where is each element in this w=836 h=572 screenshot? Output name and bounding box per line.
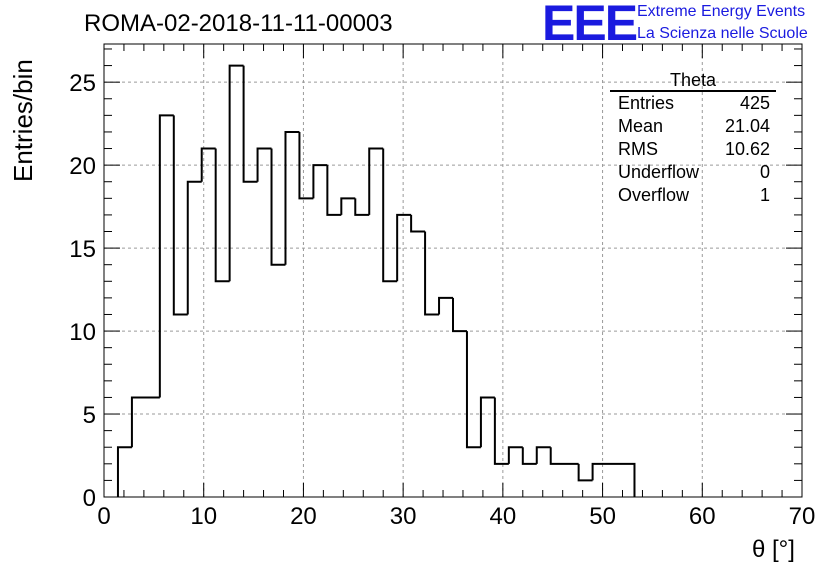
x-tick-label: 40: [490, 503, 517, 530]
histogram-bin: [354, 198, 370, 216]
x-tick-label: 0: [97, 503, 110, 530]
histogram-bin: [591, 462, 636, 497]
x-tick-label: 50: [589, 503, 616, 530]
logo-line-2: La Scienza nelle Scuole: [637, 25, 808, 42]
stats-row-rms: RMS 10.62: [610, 138, 776, 161]
histogram-bin: [549, 447, 579, 465]
histogram-bin: [242, 65, 258, 183]
histogram-bin: [396, 213, 412, 282]
stats-row-overflow: Overflow 1: [610, 184, 776, 207]
histogram-bin: [326, 165, 342, 216]
y-tick-label: 10: [69, 319, 96, 346]
stats-value: 0: [759, 162, 770, 182]
histogram-bin: [452, 297, 467, 333]
histogram-bin: [368, 147, 384, 215]
histogram-bin: [535, 446, 551, 464]
logo-line-1: Extreme Energy Events: [637, 3, 806, 20]
y-tick-label: 5: [83, 402, 96, 429]
histogram-bin: [172, 115, 188, 316]
stats-value: 10.62: [724, 139, 770, 159]
histogram-bin: [256, 147, 272, 182]
histogram-bin: [200, 147, 216, 182]
y-tick-label: 0: [83, 485, 96, 512]
histogram-bin: [340, 197, 356, 215]
stats-value: 21.04: [724, 116, 770, 136]
histogram-bin: [507, 446, 523, 464]
histogram-bin: [116, 446, 132, 497]
histogram-bin: [438, 296, 453, 315]
histogram-bin: [270, 148, 286, 266]
y-tick-label: 20: [69, 153, 96, 180]
stats-row-underflow: Underflow 0: [610, 161, 776, 184]
histogram-bin: [410, 214, 426, 233]
x-tick-label: 10: [190, 503, 217, 530]
histogram-bin: [298, 131, 314, 200]
histogram-bin: [130, 396, 160, 448]
stats-value: 425: [739, 93, 770, 113]
histogram-bin: [228, 64, 244, 282]
axes: [103, 43, 803, 498]
histogram-bin: [186, 180, 202, 315]
histogram-bin: [382, 148, 398, 283]
x-tick-label: 60: [689, 503, 716, 530]
histogram-bin: [312, 164, 328, 199]
x-axis-label: θ [°]: [752, 536, 795, 563]
x-tick-label: 20: [290, 503, 317, 530]
histogram-bin: [577, 463, 593, 482]
stats-label: Underflow: [618, 162, 700, 182]
histogram-bin: [424, 231, 440, 316]
histogram-bin: [493, 397, 509, 465]
x-tick-label: 70: [789, 503, 816, 530]
x-tick-label: 30: [390, 503, 417, 530]
histogram-bin: [465, 331, 481, 449]
histogram-bin: [284, 130, 300, 265]
histogram-bin: [158, 114, 174, 398]
ticks: [103, 44, 803, 498]
stats-row-entries: Entries 425: [610, 92, 776, 115]
stats-label: Entries: [618, 93, 675, 113]
stats-label: Mean: [618, 116, 664, 136]
y-axis-label: Entries/bin: [8, 59, 38, 182]
stats-box: Theta Entries 425 Mean 21.04 RMS 10.62 U…: [610, 70, 776, 207]
histogram-bars: [116, 64, 636, 497]
eee-logo: EEE: [542, 0, 638, 51]
chart-title: ROMA-02-2018-11-11-00003: [84, 10, 393, 37]
y-tick-label: 25: [69, 70, 96, 97]
stats-row-mean: Mean 21.04: [610, 115, 776, 138]
stats-title: Theta: [610, 70, 776, 92]
stats-label: Overflow: [618, 185, 690, 205]
histogram-bin: [214, 148, 230, 283]
histogram-bin: [521, 447, 537, 465]
y-tick-label: 15: [69, 236, 96, 263]
stats-label: RMS: [618, 139, 658, 159]
stats-value: 1: [759, 185, 770, 205]
histogram-bin: [479, 396, 495, 448]
plot-frame: [103, 43, 803, 498]
